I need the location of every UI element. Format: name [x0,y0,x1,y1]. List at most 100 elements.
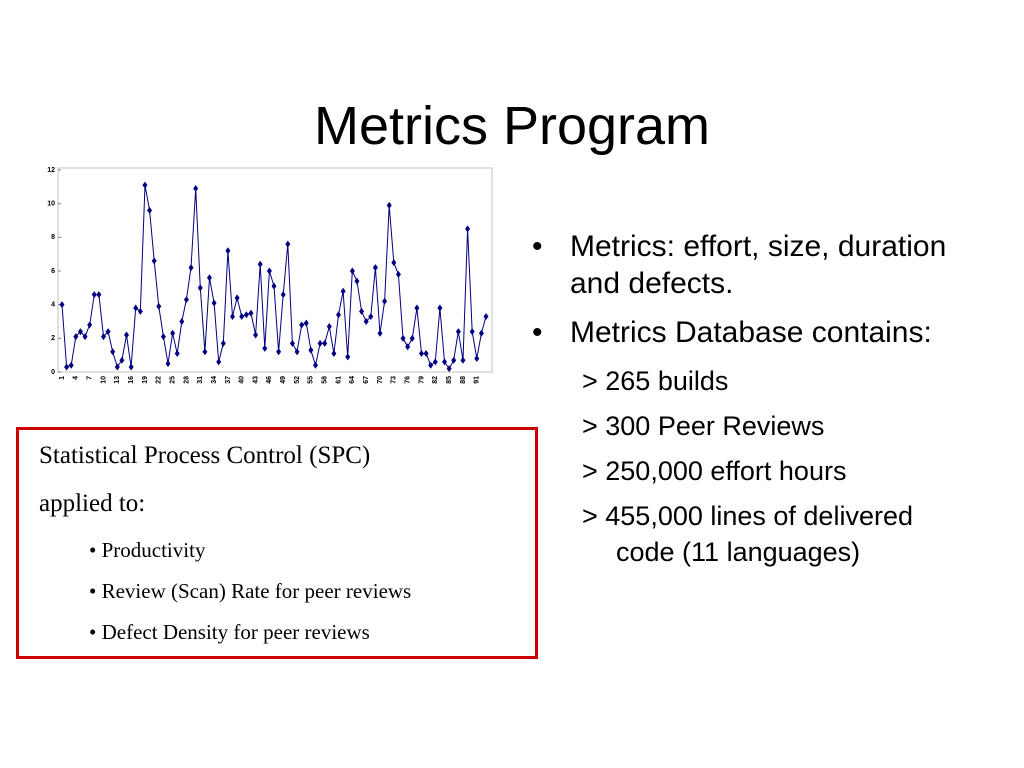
x-tick-label: 4 [73,376,80,380]
y-tick-label: 2 [51,335,55,342]
data-marker [303,319,309,327]
x-tick-label: 37 [225,376,232,384]
data-marker [114,363,120,371]
x-tick-label: 67 [363,376,370,384]
x-tick-label: 85 [446,376,453,384]
data-marker [100,333,106,341]
data-marker [179,318,185,325]
data-marker [331,349,337,357]
x-tick-label: 40 [239,376,246,384]
x-tick-label: 70 [377,376,384,384]
data-marker [188,264,194,272]
data-marker [211,299,217,307]
x-tick-label: 22 [156,376,163,384]
data-marker [124,331,130,339]
sub-bullet: > 250,000 effort hours [582,456,847,486]
data-marker [317,339,323,347]
data-marker [469,328,475,336]
data-marker [77,328,83,336]
data-marker [377,329,383,337]
x-tick-label: 91 [474,376,481,384]
data-marker [451,356,457,364]
data-marker [174,349,180,357]
data-marker [147,206,153,214]
data-marker [206,274,212,282]
data-marker [202,348,208,356]
data-marker [386,201,392,209]
spc-item: Productivity [89,538,206,563]
data-marker [216,358,222,366]
y-tick-label: 10 [47,201,55,208]
x-tick-label: 79 [418,376,425,384]
data-marker [391,259,397,267]
x-tick-label: 46 [266,376,273,384]
data-marker [349,267,355,275]
data-marker [193,185,199,193]
data-marker [312,361,318,369]
data-marker [474,355,480,363]
data-marker [340,287,346,295]
data-marker [276,348,282,356]
data-marker [234,294,240,302]
data-marker [64,363,70,371]
data-marker [248,309,254,317]
data-marker [465,225,471,233]
data-marker [142,181,148,189]
data-marker [372,264,378,272]
data-marker [400,334,406,342]
spc-item: Review (Scan) Rate for peer reviews [89,579,412,604]
data-marker [271,282,277,290]
data-marker [160,333,166,341]
data-marker [359,307,365,315]
bullet: Metrics: effort, size, duration and defe… [532,228,950,302]
data-marker [119,356,125,364]
data-marker [243,311,249,319]
data-marker [96,291,102,299]
data-marker [345,353,351,361]
data-marker [230,312,236,320]
data-marker [428,361,434,369]
x-tick-label: 31 [197,376,204,384]
plot-area [57,167,493,373]
x-tick-label: 10 [100,376,107,384]
y-tick-label: 8 [51,234,55,241]
x-tick-label: 1 [59,376,66,380]
bullet-list: Metrics: effort, size, duration and defe… [532,228,972,579]
data-marker [110,348,116,356]
data-marker [253,331,259,339]
data-marker [68,361,74,369]
data-marker [280,291,286,299]
data-marker [59,301,65,309]
data-marker [73,333,79,341]
data-marker [382,297,388,305]
data-marker [220,339,226,347]
data-marker [418,349,424,357]
data-marker [165,360,171,368]
sub-bullet: > 455,000 lines of delivered code (11 la… [582,501,913,567]
data-marker [170,329,176,337]
data-marker [437,304,443,312]
data-marker [299,321,305,329]
spc-box: Statistical Process Control (SPC) applied… [16,427,538,659]
data-marker [432,358,438,366]
data-marker [483,312,489,320]
data-marker [326,323,332,331]
data-marker [405,343,411,351]
x-tick-label: 58 [322,376,329,384]
x-tick-label: 73 [391,376,398,384]
x-tick-label: 88 [460,376,467,384]
data-marker [354,277,360,285]
y-tick-label: 4 [51,302,55,309]
data-marker [294,348,300,356]
data-marker [91,291,97,299]
sub-bullet: > 300 Peer Reviews [582,411,825,441]
data-marker [368,312,374,320]
data-marker [395,270,401,278]
data-marker [151,257,157,265]
bullet: Metrics Database contains: [532,314,950,351]
data-marker [239,312,245,320]
data-marker [442,358,448,366]
x-tick-label: 13 [114,376,121,384]
